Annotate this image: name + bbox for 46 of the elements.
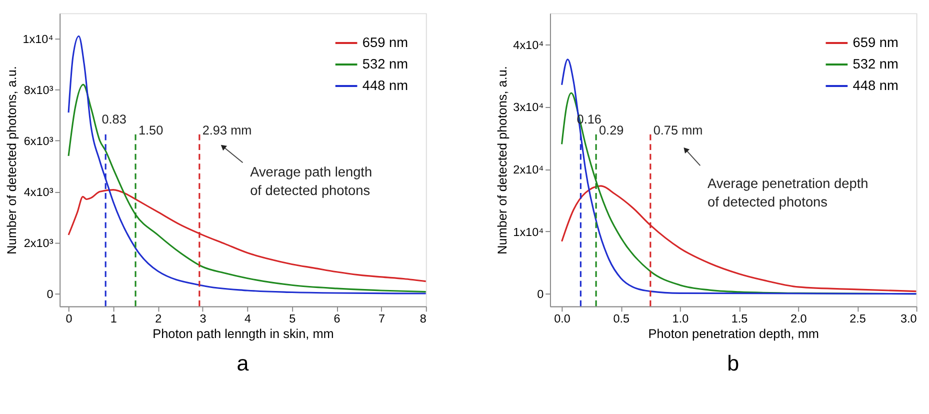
ref-line-label: 0.83 [102,112,126,127]
ref-line-label: 0.75 mm [653,123,703,138]
legend-label: 448 nm [852,78,898,93]
x-tick-label: 0 [66,312,73,326]
x-tick-label: 6 [334,312,340,326]
legend-label: 532 nm [852,56,898,72]
y-tick-label: 2x10³ [24,236,54,250]
ref-line-label: 0.29 [598,123,624,138]
ref-line-label: 2.93 mm [202,123,252,138]
text: a [236,352,249,376]
y-tick-label: 4x10⁴ [513,38,544,52]
x-tick-label: 5 [289,312,296,326]
legend-label: 532 nm [362,56,408,72]
y-tick-label: 6x10³ [24,135,54,148]
text: b [727,352,740,376]
annotation: Average penetration depth of detected photons [707,176,868,210]
y-tick-label: 8x10³ [24,84,54,98]
y-tick-label: 1x10⁴ [22,33,54,46]
y-tick-label: 2x10⁴ [513,163,544,176]
y-axis-title: Number of detected photons, a.u. [495,66,510,254]
x-tick-label: 0.0 [554,312,571,326]
x-axis-title: Photon path lenngth in skin, mm [152,327,334,342]
x-tick-label: 8 [420,312,427,326]
ref-line-label: 1.50 [138,123,164,138]
y-tick-label: 0 [46,288,54,301]
x-tick-label: 2.0 [790,312,808,326]
x-tick-label: 0.5 [613,312,630,326]
legend-label: 448 nm [362,78,408,93]
y-axis-title: Number of detected photons, a.u. [4,66,19,254]
x-tick-label: 2 [155,312,162,326]
x-tick-label: 1.5 [731,312,748,326]
legend-label: 659 nm [362,34,408,50]
annotation: Average path length of detected photons [250,164,372,198]
x-tick-label: 1 [110,312,117,326]
legend-label: 659 nm [852,34,898,50]
y-tick-label: 4x10³ [24,186,54,199]
x-tick-label: 1.0 [672,312,690,326]
x-tick-label: 7 [378,312,385,326]
x-tick-label: 4 [244,312,252,326]
x-tick-label: 2.5 [850,312,866,326]
y-tick-label: 1x10⁴ [513,226,544,239]
x-tick-label: 3 [200,312,206,326]
x-tick-label: 3.0 [900,312,918,326]
y-tick-label: 3x10⁴ [513,101,544,114]
y-tick-label: 0 [537,288,544,302]
x-axis-title: Photon penetration depth, mm [648,327,819,342]
